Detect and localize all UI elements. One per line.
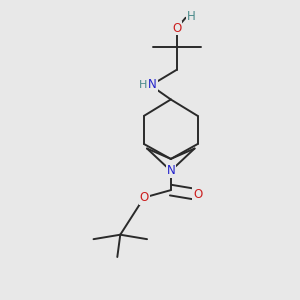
Text: H: H: [187, 10, 196, 23]
Text: N: N: [167, 164, 175, 177]
Text: H: H: [138, 80, 147, 90]
Text: O: O: [140, 191, 149, 204]
Text: O: O: [193, 188, 202, 201]
Text: N: N: [148, 78, 157, 91]
Text: O: O: [172, 22, 182, 34]
